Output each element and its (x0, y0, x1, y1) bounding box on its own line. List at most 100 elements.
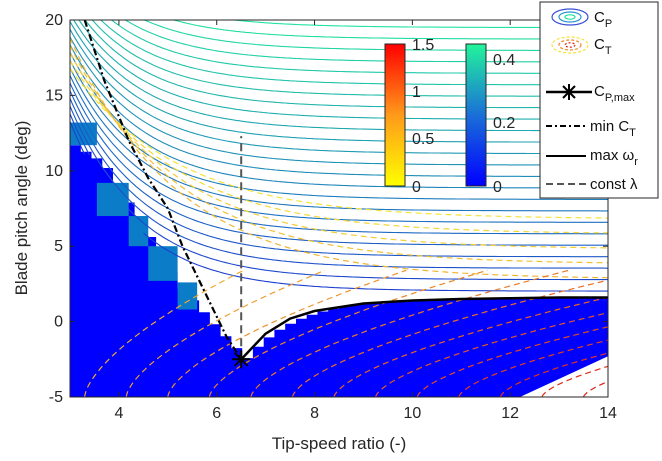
cp-colorbar: 0.4 0.2 0 (465, 43, 515, 196)
svg-text:CP,max: CP,max (594, 83, 635, 104)
ct-contour-line (70, 37, 608, 279)
cp-contour-line (70, 59, 608, 200)
y-tick-label: 5 (54, 238, 63, 255)
legend-item-cpmax: CP,max (546, 83, 635, 104)
cp-contour-line (84, 20, 608, 109)
cp-contour-line (229, 20, 608, 29)
cp-contour-line (143, 20, 608, 51)
x-tick-label: 10 (403, 405, 421, 422)
max-omega-line (240, 296, 608, 361)
ct-colorbar-tick-0: 0 (412, 179, 421, 196)
series-layer (83, 20, 608, 369)
cp-contour-line (70, 75, 608, 223)
ct-contour-line (333, 296, 608, 397)
cp-region-step (148, 246, 178, 281)
min-ct-line (83, 20, 243, 360)
ct-contour-line (70, 52, 608, 249)
x-tick-label: 8 (310, 405, 319, 422)
legend-box (539, 1, 659, 199)
ct-contour-line (291, 279, 608, 397)
ct-contour-line (70, 60, 608, 234)
ct-contour-line (70, 67, 608, 219)
y-tick-label: 20 (45, 12, 63, 29)
ct-contour-line (541, 365, 608, 397)
cp-region-step (96, 182, 129, 217)
cp-contour-line (70, 90, 608, 246)
cp-contour-line (78, 20, 608, 120)
legend-cp-sub: P (605, 18, 612, 30)
cp-colorbar-tick-0.4: 0.4 (493, 52, 515, 69)
ct-contour-line (125, 269, 326, 397)
ct-contour-line (416, 326, 608, 397)
cp-contour-line (70, 28, 608, 155)
y-axis-label: Blade pitch angle (deg) (12, 121, 31, 296)
ct-contour-icon (551, 36, 589, 54)
legend-min-ct-label: min C (590, 118, 629, 135)
ct-contour-line (499, 352, 608, 397)
ct-contour-line (167, 269, 407, 397)
ct-contour-line (84, 269, 244, 397)
cp-contour-line (124, 20, 608, 63)
cp-region (70, 122, 608, 397)
cp-contour-line (100, 20, 608, 86)
cp-region-gap (519, 356, 608, 397)
ct-contours (70, 37, 608, 397)
cp-contour-line (70, 67, 608, 212)
legend-const-lambda-label: const λ (590, 176, 638, 193)
legend: CP CT CP,max min CT (539, 1, 659, 199)
cp-region-step (177, 282, 198, 310)
cp-filled-region (70, 145, 608, 397)
legend-cp-label: C (594, 9, 605, 26)
ct-colorbar-tick-0.5: 0.5 (412, 131, 434, 148)
cp-contour-line (70, 52, 608, 189)
ct-contour-line (375, 312, 608, 397)
cp-colorbar-tick-0.2: 0.2 (493, 115, 515, 132)
legend-cpmax-sub: P,max (605, 92, 635, 104)
cp-colorbar-bar (465, 43, 487, 187)
y-tick-label: 15 (45, 87, 63, 104)
asterisk-marker-icon (561, 84, 577, 100)
legend-max-omega-label: max ω (590, 147, 635, 164)
legend-item-max-omega: max ωr (546, 147, 638, 168)
legend-item-cp: CP (551, 8, 612, 30)
cp-max-marker (232, 350, 251, 369)
cp-contour-line (110, 20, 608, 74)
legend-min-ct-sub: T (629, 127, 636, 139)
plot-area (70, 20, 608, 397)
y-tick-label: 0 (54, 314, 63, 331)
x-tick-label: 6 (212, 405, 221, 422)
cp-region-step (128, 216, 149, 247)
cp-contour-line (91, 20, 608, 97)
svg-text:max ωr: max ωr (590, 147, 638, 168)
x-axis: 4 6 8 10 12 14 (114, 20, 617, 422)
legend-item-ct: CT (551, 36, 612, 57)
ct-contour-line (250, 269, 569, 397)
cp-contour-line (70, 44, 608, 178)
ct-contour-line (70, 45, 608, 264)
ct-colorbar: 1.5 1 0.5 0 (384, 37, 434, 196)
y-tick-label: 10 (45, 163, 63, 180)
cp-contour-line (70, 113, 608, 281)
legend-item-min-ct: min CT (546, 118, 636, 139)
cp-contour-icon (551, 8, 589, 26)
x-tick-label: 12 (501, 405, 519, 422)
x-axis-label: Tip-speed ratio (-) (272, 434, 406, 453)
legend-item-const-lambda: const λ (546, 176, 638, 193)
cp-contour-line (171, 20, 608, 40)
cp-contour-line (73, 20, 608, 132)
cp-contour-line (70, 105, 608, 269)
cp-colorbar-tick-0: 0 (493, 179, 502, 196)
ct-colorbar-bar (384, 43, 406, 187)
ct-colorbar-tick-1: 1 (412, 84, 421, 101)
x-tick-label: 4 (114, 405, 123, 422)
cp-contour-line (70, 82, 608, 235)
svg-text:CT: CT (594, 36, 612, 57)
x-tick-label: 14 (599, 405, 617, 422)
cp-contour-line (70, 121, 608, 292)
plot-frame (69, 19, 609, 398)
legend-ct-sub: T (605, 45, 612, 57)
ct-colorbar-tick-1.5: 1.5 (412, 37, 434, 54)
legend-cpmax-label: C (594, 83, 605, 100)
